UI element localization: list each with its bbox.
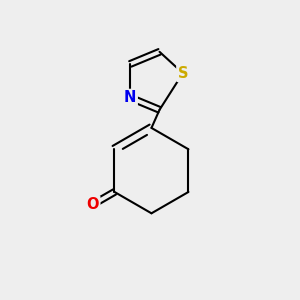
- Text: S: S: [178, 66, 188, 81]
- Text: N: N: [124, 90, 136, 105]
- Text: O: O: [87, 197, 99, 212]
